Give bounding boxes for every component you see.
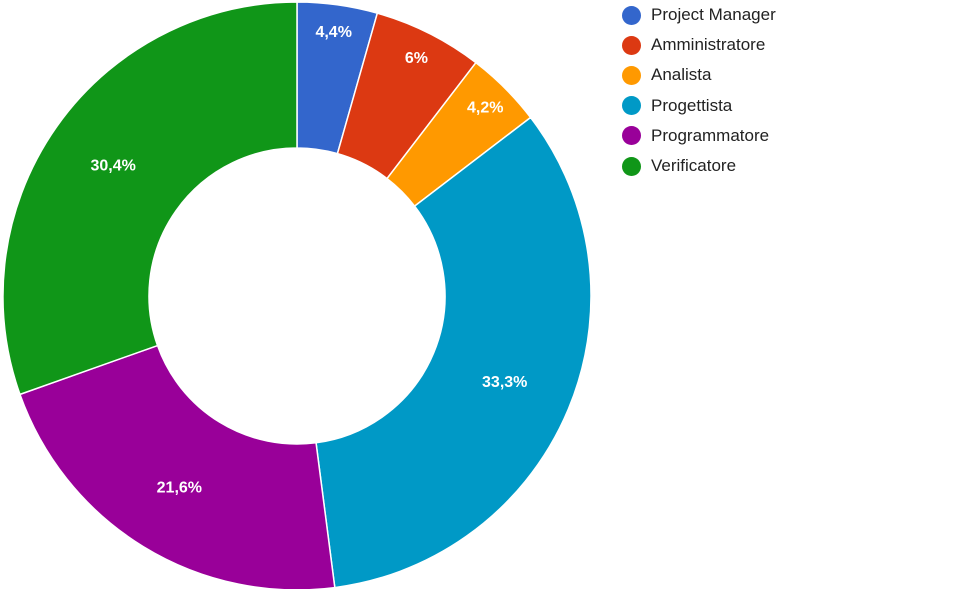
legend-label-verificatore: Verificatore (651, 156, 737, 176)
legend-swatch-programmatore (622, 126, 641, 146)
legend-label-programmatore: Programmatore (651, 125, 770, 145)
slice-label-progettista: 33,3% (482, 374, 527, 391)
legend-label-progettista: Progettista (651, 95, 733, 115)
slice-verificatore (2, 1, 298, 396)
slices-layer (2, 1, 592, 589)
legend-swatch-analista (622, 65, 641, 85)
legend-label-project-manager: Project Manager (651, 5, 776, 25)
slice-label-amministratore: 6% (405, 50, 428, 67)
legend-swatch-verificatore (622, 156, 641, 176)
legend-label-analista: Analista (651, 65, 712, 85)
legend-item-amministratore: Amministratore (622, 30, 776, 60)
legend-item-programmatore: Programmatore (622, 121, 776, 151)
legend-swatch-progettista (622, 96, 641, 116)
slice-label-project-manager: 4,4% (315, 24, 351, 41)
slice-progettista (315, 116, 592, 589)
legend: Project Manager Amministratore Analista Pro… (622, 0, 776, 181)
slice-label-verificatore: 30,4% (91, 158, 136, 175)
legend-item-progettista: Progettista (622, 91, 776, 121)
slice-label-analista: 4,2% (467, 100, 503, 117)
slice-labels-layer: 4,4% 6% 4,2% 33,3% 21,6% 30,4% (91, 24, 528, 496)
legend-swatch-project-manager (622, 5, 641, 25)
slice-programmatore (18, 344, 336, 589)
legend-item-verificatore: Verificatore (622, 151, 776, 181)
legend-swatch-amministratore (622, 35, 641, 55)
legend-label-amministratore: Amministratore (651, 35, 766, 55)
legend-item-analista: Analista (622, 60, 776, 90)
legend-item-project-manager: Project Manager (622, 0, 776, 30)
slice-label-programmatore: 21,6% (157, 479, 202, 496)
